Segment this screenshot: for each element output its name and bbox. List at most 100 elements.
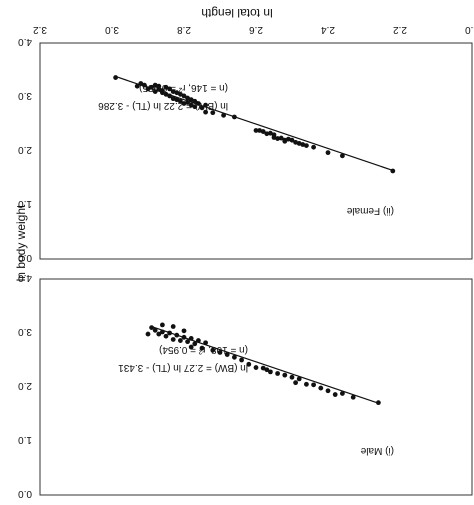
data-point [231,354,237,360]
x-tick-label: 2.0 [465,24,474,35]
data-point [163,333,169,339]
data-point [282,372,288,378]
data-point [178,98,183,104]
data-point [332,392,338,397]
data-point [167,86,172,92]
data-point [260,129,266,134]
data-point [156,83,162,89]
x-tick-label: 2.8 [177,24,191,35]
data-point [264,131,270,137]
data-point [188,102,194,108]
data-point [188,97,194,103]
panel-male: (i) Male ln (BW) = 2.27 ln (TL) - 3.431 … [18,272,473,499]
data-point [170,337,176,342]
data-point [174,97,180,103]
data-point [340,153,345,159]
panel-female: (ii) Female ln (BW) = 2.22 ln (TL) - 3.2… [18,36,473,263]
data-point [296,141,302,146]
data-point [246,361,252,367]
data-point [318,385,324,391]
y-tick-label: 0.0 [18,252,32,263]
y-tick-labels-male: 0.0 1.0 2.0 3.0 4.0 [18,272,32,499]
data-point [253,365,259,370]
data-point [181,93,187,99]
data-point [275,371,280,376]
data-point [293,139,298,145]
points-male [145,322,381,406]
y-tick-label: 1.0 [18,198,32,209]
x-tick-labels: 2.0 2.2 2.4 2.6 2.8 3.0 3.2 [33,24,474,35]
data-point [156,331,162,337]
data-point [178,338,183,343]
data-point [185,339,190,345]
data-point [178,91,183,97]
data-point [271,135,277,140]
data-point [311,382,316,388]
data-point [286,136,291,142]
regression-line [115,75,393,172]
x-tick-label: 3.0 [105,24,119,35]
y-tick-labels-female: 0.0 1.0 2.0 3.0 4.0 [18,36,32,263]
data-point [239,357,244,363]
data-point [170,96,176,102]
equation-male: ln (BW) = 2.27 ln (TL) - 3.431 [118,362,248,373]
data-point [170,324,176,329]
data-point [300,142,306,147]
data-point [210,110,216,116]
x-tick-label: 2.4 [321,24,335,35]
data-point [325,150,331,156]
data-point [304,381,309,387]
regression-line [151,325,379,404]
data-point [264,367,270,373]
data-point [282,138,288,144]
data-point [257,128,262,133]
x-tick-label: 2.6 [249,24,263,35]
rotated-figure: ln total length ln body weight 2.0 2.2 2.4… [14,6,474,499]
data-point [160,322,165,328]
data-point [170,89,176,94]
data-point [350,394,356,400]
data-point [221,112,226,118]
stats-female: (n = 146, r² = 0.955) [139,82,228,93]
data-point [134,83,140,89]
data-point [289,374,295,380]
panel-label-male: (i) Male [360,445,394,456]
data-point [210,347,216,353]
data-point [293,380,298,386]
data-point [253,128,259,133]
data-point [278,135,284,141]
data-point [199,345,205,351]
y-tick-label: 4.0 [18,36,32,47]
data-point [181,101,187,106]
y-tick-label: 2.0 [18,144,32,155]
data-point [152,327,158,333]
data-point [224,352,230,357]
data-point [145,331,151,337]
equation-female: ln (BW) = 2.22 ln (TL) - 3.286 [98,100,228,111]
data-point [188,344,194,350]
x-tick-label: 3.2 [33,24,47,35]
data-point [163,84,169,90]
data-point [275,136,280,141]
data-point [192,341,198,347]
data-point [296,376,302,382]
y-tick-label: 3.0 [18,90,32,101]
y-tick-label: 1.0 [18,434,32,445]
data-point [203,109,208,115]
y-tick-label: 3.0 [18,326,32,337]
data-point [268,130,273,136]
plot-frame-male [39,278,473,496]
data-point [304,143,309,148]
data-point [340,391,345,396]
panel-label-female: (ii) Female [346,205,394,216]
y-tick-label: 2.0 [18,380,32,391]
data-point [268,369,273,375]
x-axis-title: ln total length [201,6,272,20]
data-point [311,144,316,150]
data-point [325,388,331,394]
points-female [113,75,396,174]
data-point [174,90,180,96]
data-point [217,350,223,355]
x-tick-label: 2.2 [393,24,407,35]
